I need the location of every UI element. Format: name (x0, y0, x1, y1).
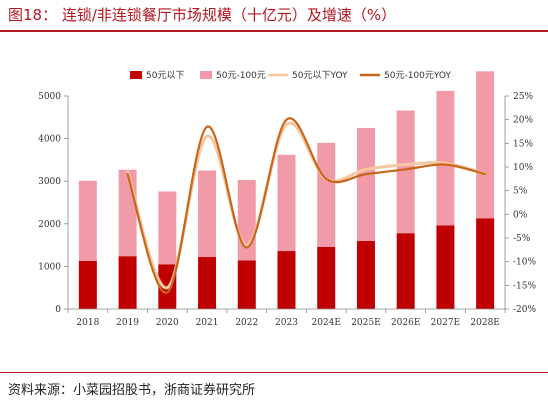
bar-under-50 (436, 225, 455, 309)
legend-label: 50元以下 (146, 71, 184, 81)
left-tick-label: 5000 (38, 92, 61, 102)
left-tick-label: 2000 (38, 220, 61, 230)
bar-50-100 (78, 180, 97, 261)
right-tick-label: 0% (513, 210, 528, 220)
bar-50-100 (436, 90, 455, 226)
right-tick-label: -5% (513, 234, 531, 244)
x-tick-label: 2028E (470, 318, 499, 328)
bar-50-100 (317, 142, 336, 247)
chart: 50元以下 50元-100元 50元以下YOY 50元-100元YOY 0 1000 20… (38, 71, 536, 328)
bars (78, 71, 495, 309)
legend: 50元以下 50元-100元 50元以下YOY 50元-100元YOY (130, 71, 451, 81)
x-tick-label: 2022 (235, 318, 258, 328)
legend-swatch (200, 71, 212, 79)
right-tick-label: -15% (513, 281, 536, 291)
bar-50-100 (396, 110, 415, 234)
x-tick-label: 2019 (116, 318, 139, 328)
right-tick-label: -10% (513, 258, 536, 268)
bar-50-100 (118, 169, 137, 257)
right-tick-label: 15% (513, 139, 533, 149)
bar-under-50 (317, 246, 336, 309)
bar-under-50 (118, 256, 137, 309)
legend-label: 50元以下YOY (292, 71, 348, 81)
x-tick-label: 2021 (196, 318, 219, 328)
legend-label: 50元-100元YOY (384, 71, 451, 81)
line-50-100-yoy (126, 117, 487, 294)
x-tick-label: 2025E (351, 318, 380, 328)
legend-swatch (130, 71, 142, 79)
x-tick-label: 2018 (76, 318, 99, 328)
bar-50-100 (356, 127, 375, 241)
right-tick-label: -20% (513, 305, 536, 315)
bar-under-50 (198, 257, 217, 309)
title-rule (0, 30, 548, 32)
source-rule (0, 372, 548, 373)
x-tick-label: 2023 (275, 318, 298, 328)
bar-50-100 (277, 154, 296, 252)
x-tick-label: 2027E (431, 318, 460, 328)
left-tick-label: 0 (55, 305, 61, 315)
yoy-lines (126, 117, 487, 294)
left-tick-label: 1000 (38, 262, 61, 272)
bar-under-50 (78, 260, 97, 309)
line-under-50-yoy (126, 121, 487, 290)
x-tick-label: 2024E (311, 318, 340, 328)
source-note: 资料来源：小菜园招股书，浙商证券研究所 (8, 383, 256, 398)
legend-label: 50元-100元 (216, 71, 266, 81)
bar-50-100 (158, 191, 177, 265)
bar-under-50 (476, 218, 495, 309)
bar-under-50 (237, 260, 256, 309)
x-tick-label: 2020 (156, 318, 179, 328)
x-axis: 2018 2019 2020 2021 2022 2023 2024E 2025E 2026E 2… (67, 308, 506, 328)
left-tick-label: 3000 (38, 177, 61, 187)
bar-50-100 (198, 170, 217, 258)
right-tick-label: 25% (513, 92, 533, 102)
right-tick-label: 20% (513, 116, 533, 126)
right-tick-label: 5% (513, 187, 528, 197)
bar-50-100 (476, 71, 495, 219)
x-tick-label: 2026E (391, 318, 420, 328)
bar-under-50 (277, 251, 296, 309)
left-axis: 0 1000 2000 3000 4000 5000 (38, 92, 69, 315)
bar-under-50 (396, 233, 415, 309)
right-axis: -20% -15% -10% -5% 0% 5% 10% 15% 20% 25% (504, 92, 536, 315)
right-tick-label: 10% (513, 163, 533, 173)
bar-under-50 (356, 240, 375, 309)
left-tick-label: 4000 (38, 135, 61, 145)
figure-title: 图18： 连锁/非连锁餐厅市场规模（十亿元）及增速（%） (8, 6, 397, 24)
